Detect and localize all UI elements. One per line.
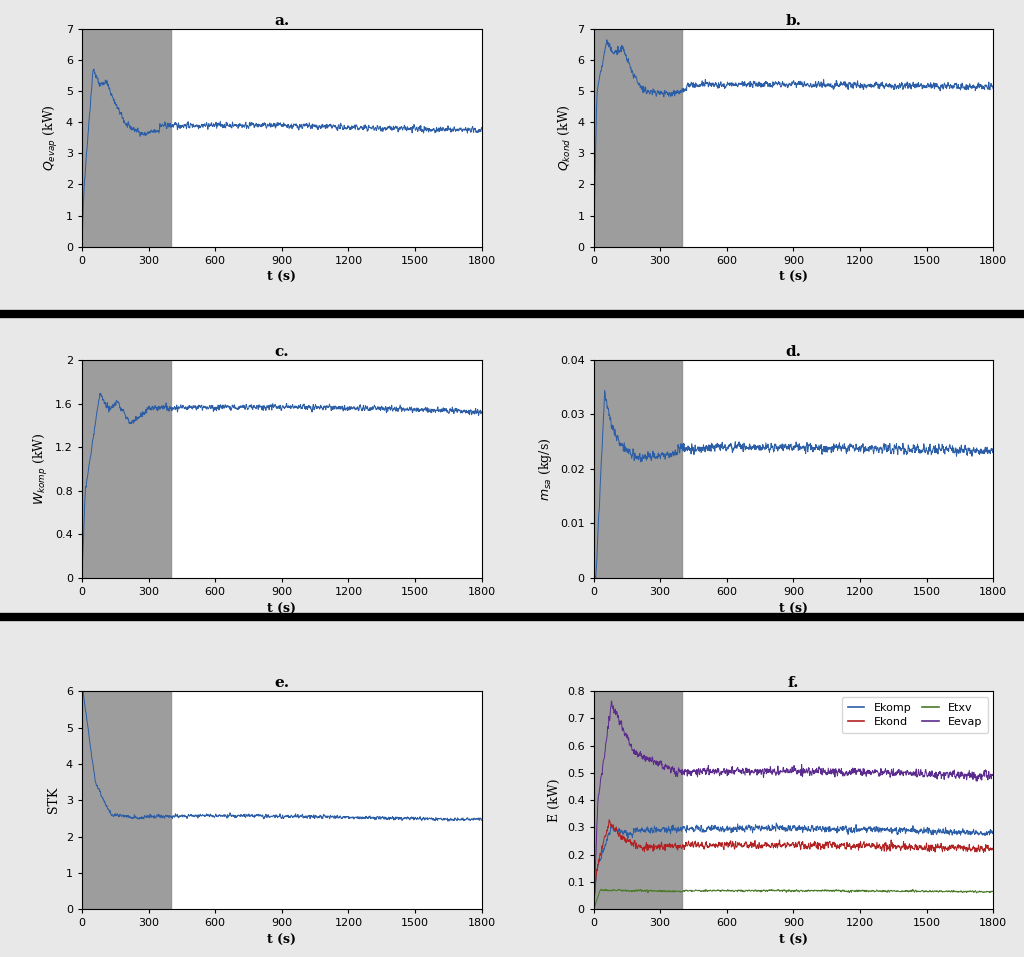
X-axis label: t (s): t (s): [779, 271, 808, 284]
Title: e.: e.: [274, 676, 290, 690]
Legend: Ekomp, Ekond, Etxv, Eevap: Ekomp, Ekond, Etxv, Eevap: [843, 697, 988, 733]
Title: f.: f.: [787, 676, 799, 690]
Bar: [594, 691, 682, 909]
Y-axis label: $W_{komp}$ (kW): $W_{komp}$ (kW): [32, 433, 49, 505]
Title: b.: b.: [785, 13, 802, 28]
Y-axis label: $m_{sa}$ (kg/s): $m_{sa}$ (kg/s): [538, 437, 554, 501]
Title: c.: c.: [274, 345, 289, 359]
Y-axis label: $Q_{kond}$ (kW): $Q_{kond}$ (kW): [557, 104, 571, 171]
Bar: [82, 360, 171, 578]
Y-axis label: E (kW): E (kW): [548, 778, 561, 822]
Bar: [82, 691, 171, 909]
Bar: [594, 360, 682, 578]
X-axis label: t (s): t (s): [779, 603, 808, 615]
Y-axis label: STK: STK: [47, 787, 60, 813]
X-axis label: t (s): t (s): [267, 271, 296, 284]
Title: d.: d.: [785, 345, 802, 359]
Bar: [594, 29, 682, 247]
Bar: [82, 29, 171, 247]
X-axis label: t (s): t (s): [267, 934, 296, 946]
Y-axis label: $Q_{evap}$ (kW): $Q_{evap}$ (kW): [42, 104, 60, 171]
Title: a.: a.: [274, 13, 290, 28]
X-axis label: t (s): t (s): [779, 934, 808, 946]
X-axis label: t (s): t (s): [267, 603, 296, 615]
